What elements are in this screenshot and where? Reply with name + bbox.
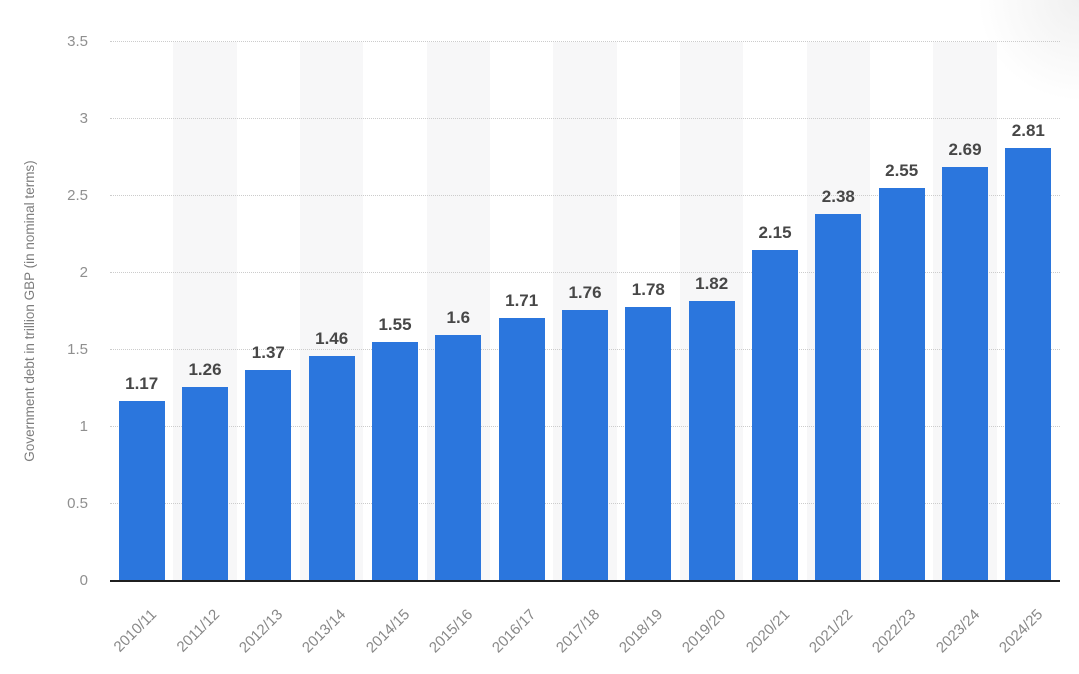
x-tick-label: 2013/14	[299, 606, 350, 657]
bar-2019/20[interactable]	[688, 300, 735, 581]
bar-value-label: 2.15	[758, 222, 792, 242]
x-tick-label: 2014/15	[362, 606, 414, 657]
x-tick-label: 2018/19	[615, 606, 667, 657]
x-tick-label: 2010/11	[110, 606, 160, 656]
y-tick-label: 3	[79, 110, 88, 127]
gridline	[110, 118, 1060, 119]
bar-value-label: 1.78	[631, 279, 665, 299]
bar-2024/25[interactable]	[1005, 148, 1052, 581]
bar-2020/21[interactable]	[752, 249, 798, 581]
gridline	[110, 195, 1060, 196]
x-tick-label: 2020/21	[742, 606, 794, 657]
bar-2021/22[interactable]	[815, 214, 862, 581]
gridline	[110, 41, 1060, 42]
bar-2014/15[interactable]	[372, 342, 418, 581]
bar-value-label: 2.38	[821, 187, 855, 207]
y-tick-label: 2	[79, 264, 88, 281]
bar-value-label: 1.76	[568, 282, 602, 302]
x-tick-label: 2012/13	[235, 606, 287, 657]
bar-value-label: 1.82	[695, 273, 729, 293]
bar-2016/17[interactable]	[498, 317, 545, 581]
y-tick-label: 0.5	[67, 495, 88, 512]
bar-value-label: 1.71	[505, 290, 539, 310]
bar-value-label: 1.6	[446, 307, 471, 327]
x-axis-line	[110, 580, 1060, 582]
bar-2017/18[interactable]	[562, 309, 608, 581]
bar-value-label: 1.55	[378, 315, 412, 335]
bar-2018/19[interactable]	[625, 306, 672, 581]
y-tick-label: 2.5	[67, 187, 88, 204]
bar-2012/13[interactable]	[245, 370, 292, 581]
bar-2023/24[interactable]	[942, 166, 988, 581]
x-tick-label: 2016/17	[489, 606, 540, 657]
bar-value-label: 1.46	[315, 329, 349, 349]
bar-value-label: 2.55	[885, 161, 919, 181]
x-tick-label: 2021/22	[805, 606, 857, 657]
x-tick-label: 2024/25	[995, 606, 1047, 657]
bar-value-label: 1.26	[188, 359, 222, 379]
y-tick-label: 3.5	[67, 33, 88, 50]
y-tick-label: 1	[79, 418, 88, 435]
bar-2015/16[interactable]	[435, 334, 482, 581]
bar-value-label: 2.81	[1011, 121, 1045, 141]
x-tick-label: 2015/16	[425, 606, 477, 657]
y-axis-title: Government debt in trillion GBP (in nomi…	[22, 160, 37, 462]
bar-2010/11[interactable]	[118, 400, 165, 581]
x-tick-label: 2022/23	[869, 606, 920, 657]
x-tick-label: 2019/20	[679, 606, 730, 657]
bar-2011/12[interactable]	[182, 386, 228, 581]
y-tick-label: 1.5	[67, 341, 88, 358]
bar-value-label: 1.17	[125, 373, 159, 393]
gridline	[110, 272, 1060, 273]
x-tick-label: 2011/12	[173, 606, 224, 656]
bar-value-label: 2.69	[948, 139, 982, 159]
y-tick-label: 0	[79, 572, 88, 589]
bar-value-label: 1.37	[251, 343, 285, 363]
bar-2022/23[interactable]	[878, 188, 925, 581]
x-tick-label: 2023/24	[932, 606, 984, 657]
x-tick-label: 2017/18	[552, 606, 604, 657]
bar-2013/14[interactable]	[308, 356, 355, 581]
